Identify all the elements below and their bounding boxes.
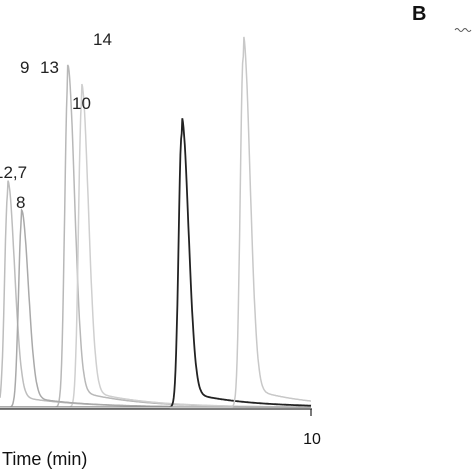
- panel-label-b: B: [412, 3, 426, 25]
- peak-label-8: 8: [16, 193, 25, 212]
- peak-label-12-7: 12,7: [0, 163, 27, 182]
- panel-b-squiggle: [454, 28, 472, 32]
- chromatogram-traces: [0, 36, 312, 409]
- trace-line-3: [0, 180, 311, 408]
- x-tick-label-10: 10: [303, 431, 321, 448]
- x-axis-title: Time (min): [2, 449, 87, 469]
- peak-label-14: 14: [93, 30, 112, 49]
- peak-label-9: 9: [20, 58, 29, 77]
- peak-label-13: 13: [40, 58, 59, 77]
- trace-line-2: [0, 83, 312, 408]
- trace-line-6: [0, 36, 311, 408]
- trace-line-1: [0, 64, 311, 408]
- peak-label-10: 10: [72, 94, 91, 113]
- trace-line-5: [0, 118, 312, 409]
- trace-line-4: [0, 207, 311, 408]
